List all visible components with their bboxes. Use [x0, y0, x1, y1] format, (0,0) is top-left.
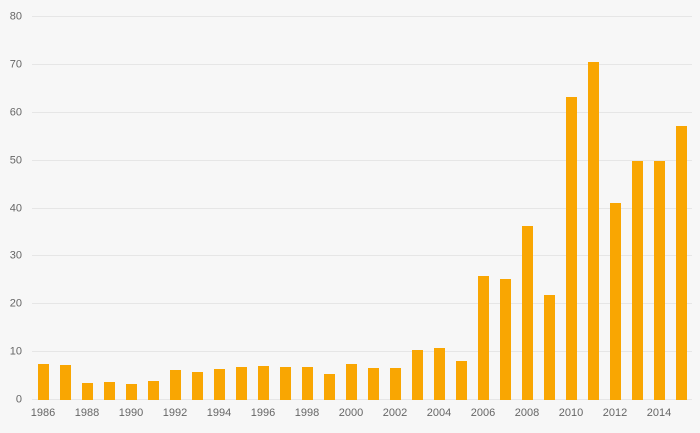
- bar-2002: [389, 367, 401, 400]
- gridline: [32, 16, 692, 17]
- bar-2005: [455, 361, 467, 400]
- y-tick-label: 60: [9, 106, 22, 119]
- bar-1996: [257, 365, 269, 400]
- x-tick-label: 2006: [470, 407, 496, 419]
- bar-2011: [587, 62, 599, 400]
- bar-1990: [125, 383, 137, 400]
- x-tick-label: 1994: [206, 407, 232, 419]
- x-tick-label: 1996: [250, 407, 276, 419]
- x-tick-label: 1986: [30, 407, 56, 419]
- plot-area: [32, 16, 692, 400]
- gridline: [32, 111, 692, 113]
- bar-1987: [59, 364, 71, 400]
- y-tick-label: 70: [9, 58, 22, 71]
- bar-2012: [609, 202, 621, 400]
- bar-2003: [411, 349, 423, 400]
- bar-1991: [147, 381, 159, 400]
- gridline: [32, 399, 692, 400]
- bar-1994: [213, 369, 225, 400]
- x-tick-label: 2010: [558, 407, 584, 419]
- bar-1998: [301, 366, 313, 400]
- gridline: [32, 303, 692, 305]
- x-tick-label: 1998: [294, 407, 320, 419]
- x-tick-label: 2008: [514, 407, 540, 419]
- y-tick-label: 50: [9, 154, 22, 167]
- gridline: [32, 159, 692, 161]
- gridline: [32, 207, 692, 209]
- bar-1999: [323, 374, 335, 400]
- bar-2009: [543, 294, 555, 400]
- bar-2006: [477, 276, 489, 400]
- y-tick-label: 20: [9, 297, 22, 310]
- bar-2004: [433, 348, 445, 400]
- y-axis: 0 10 20 30 40 50 60 70 80: [0, 11, 26, 405]
- x-tick-label: 2000: [338, 407, 364, 419]
- bar-1989: [103, 382, 115, 400]
- bar-2015: [675, 126, 687, 400]
- gridline: [32, 255, 692, 257]
- x-axis: 1986 1988 1990 1992 1994 1996 1998 2000 2002 2004…: [30, 407, 692, 422]
- bar-2013: [631, 160, 643, 400]
- bar-1993: [191, 371, 203, 400]
- x-tick-label: 1992: [162, 407, 188, 419]
- bar-1988: [81, 382, 93, 400]
- bar-2001: [367, 367, 379, 400]
- x-tick-label: 1988: [74, 407, 100, 419]
- gridline: [32, 351, 692, 353]
- x-tick-label: 2004: [426, 407, 452, 419]
- bar-2008: [521, 226, 533, 400]
- y-tick-label: 40: [9, 202, 22, 214]
- bar-1986: [37, 363, 49, 400]
- y-tick-label: 80: [9, 10, 22, 23]
- bar-2014: [653, 160, 665, 400]
- gridline: [32, 63, 692, 65]
- y-tick-label: 30: [9, 249, 22, 262]
- bar-1992: [169, 370, 181, 400]
- x-tick-label: 1990: [118, 407, 144, 419]
- x-tick-label: 2014: [646, 407, 672, 419]
- bar-1995: [235, 367, 247, 400]
- y-tick-label: 0: [15, 393, 22, 406]
- bar-2007: [499, 279, 511, 400]
- bar-1997: [279, 367, 291, 400]
- y-tick-label: 10: [9, 345, 22, 358]
- bar-2010: [565, 97, 577, 400]
- x-tick-label: 2012: [602, 407, 628, 419]
- bar-2000: [345, 364, 357, 400]
- x-tick-label: 2002: [382, 407, 408, 419]
